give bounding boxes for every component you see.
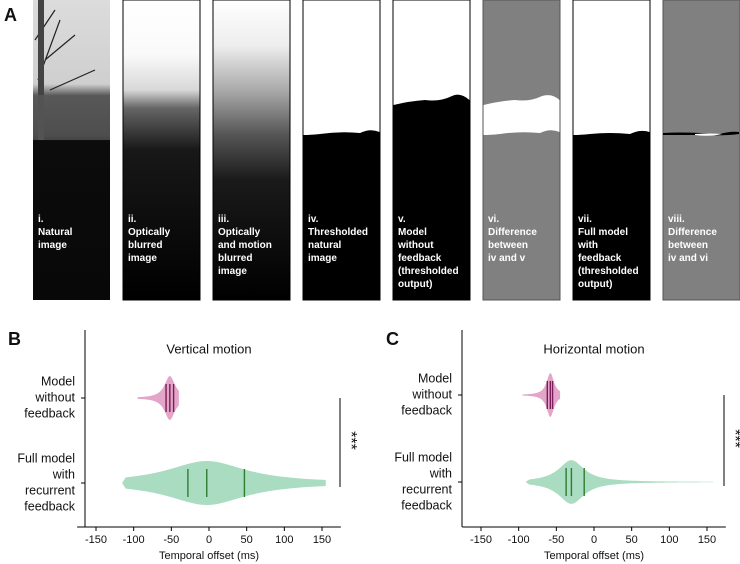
image-label: feedback <box>578 253 622 264</box>
image-label: (thresholded <box>398 266 459 277</box>
category-label: with <box>429 466 452 480</box>
image-label: between <box>488 240 528 251</box>
x-tick-label: 150 <box>698 534 716 546</box>
x-axis-label: Temporal offset (ms) <box>544 550 644 562</box>
panel-label: A <box>4 5 17 25</box>
x-tick-label: 0 <box>591 534 597 546</box>
x-tick-label: -100 <box>508 534 530 546</box>
x-tick-label: 50 <box>241 534 253 546</box>
image-label: v. <box>398 214 406 225</box>
x-tick-label: -100 <box>123 534 145 546</box>
image-panel <box>662 0 740 301</box>
x-tick-label: -150 <box>470 534 492 546</box>
violin <box>526 460 714 504</box>
image-label: between <box>668 240 708 251</box>
category-label: feedback <box>24 499 75 513</box>
image-label: iv and vi <box>668 253 708 264</box>
image-panel <box>122 0 201 301</box>
image-label: Difference <box>488 227 537 238</box>
category-label: recurrent <box>402 482 453 496</box>
panel-label: C <box>386 329 399 349</box>
image-label: image <box>128 253 157 264</box>
image-label: and motion <box>218 240 272 251</box>
image-panel <box>572 0 651 301</box>
image-label: natural <box>308 240 342 251</box>
category-label: Full model <box>394 450 452 464</box>
image-label: vii. <box>578 214 592 225</box>
x-tick-label: -150 <box>85 534 107 546</box>
x-tick-label: 50 <box>626 534 638 546</box>
image-panel <box>33 0 110 300</box>
image-label: viii. <box>668 214 685 225</box>
image-label: output) <box>398 279 432 290</box>
significance: *** <box>726 429 740 448</box>
category-label: Full model <box>17 451 75 465</box>
chart-title: Vertical motion <box>166 341 251 356</box>
image-label: blurred <box>218 253 252 264</box>
violin <box>522 373 561 417</box>
category-label: Model <box>41 374 75 388</box>
x-axis-label: Temporal offset (ms) <box>159 550 259 562</box>
x-tick-label: 0 <box>206 534 212 546</box>
x-tick-label: 100 <box>660 534 678 546</box>
image-label: with <box>577 240 598 251</box>
x-tick-label: -50 <box>548 534 564 546</box>
image-label: image <box>38 240 67 251</box>
significance: *** <box>342 431 359 450</box>
category-label: without <box>411 387 452 401</box>
x-tick-label: -50 <box>163 534 179 546</box>
image-label: iv. <box>308 214 319 225</box>
image-panel <box>212 0 291 301</box>
image-panel <box>302 0 381 301</box>
image-label: i. <box>38 214 44 225</box>
image-label: Model <box>398 227 427 238</box>
category-label: recurrent <box>25 483 76 497</box>
image-label: Optically <box>128 227 171 238</box>
image-label: iii. <box>218 214 229 225</box>
image-label: (thresholded <box>578 266 639 277</box>
violin <box>122 461 326 505</box>
category-label: without <box>34 390 75 404</box>
image-label: ii. <box>128 214 137 225</box>
image-label: Optically <box>218 227 261 238</box>
image-label: Thresholded <box>308 227 368 238</box>
category-label: feedback <box>401 498 452 512</box>
image-label: output) <box>578 279 612 290</box>
category-label: feedback <box>24 406 75 420</box>
image-label: image <box>308 253 337 264</box>
x-tick-label: 100 <box>275 534 293 546</box>
panel-label: B <box>8 329 21 349</box>
image-label: blurred <box>128 240 162 251</box>
image-label: Full model <box>578 227 628 238</box>
category-label: with <box>52 467 75 481</box>
image-label: Difference <box>668 227 717 238</box>
image-label: without <box>397 240 434 251</box>
category-label: feedback <box>401 403 452 417</box>
image-label: feedback <box>398 253 442 264</box>
image-panel <box>482 0 561 301</box>
image-label: iv and v <box>488 253 526 264</box>
image-label: Natural <box>38 227 73 238</box>
category-label: Model <box>418 371 452 385</box>
image-strip <box>33 0 740 301</box>
x-tick-label: 150 <box>313 534 331 546</box>
image-label: vi. <box>488 214 499 225</box>
image-panel <box>392 0 471 301</box>
violin <box>137 376 179 420</box>
image-label: image <box>218 266 247 277</box>
chart-title: Horizontal motion <box>543 341 644 356</box>
